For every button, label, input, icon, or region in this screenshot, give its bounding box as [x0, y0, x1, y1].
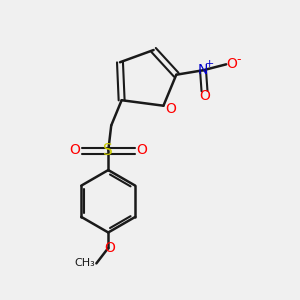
Text: O: O [70, 143, 80, 157]
Text: S: S [103, 143, 113, 158]
Text: N: N [198, 63, 208, 77]
Text: O: O [104, 241, 115, 255]
Text: O: O [227, 57, 238, 71]
Text: +: + [204, 59, 214, 69]
Text: O: O [136, 143, 147, 157]
Text: CH₃: CH₃ [74, 258, 95, 268]
Text: -: - [236, 53, 241, 66]
Text: O: O [199, 89, 210, 103]
Text: O: O [165, 102, 176, 116]
